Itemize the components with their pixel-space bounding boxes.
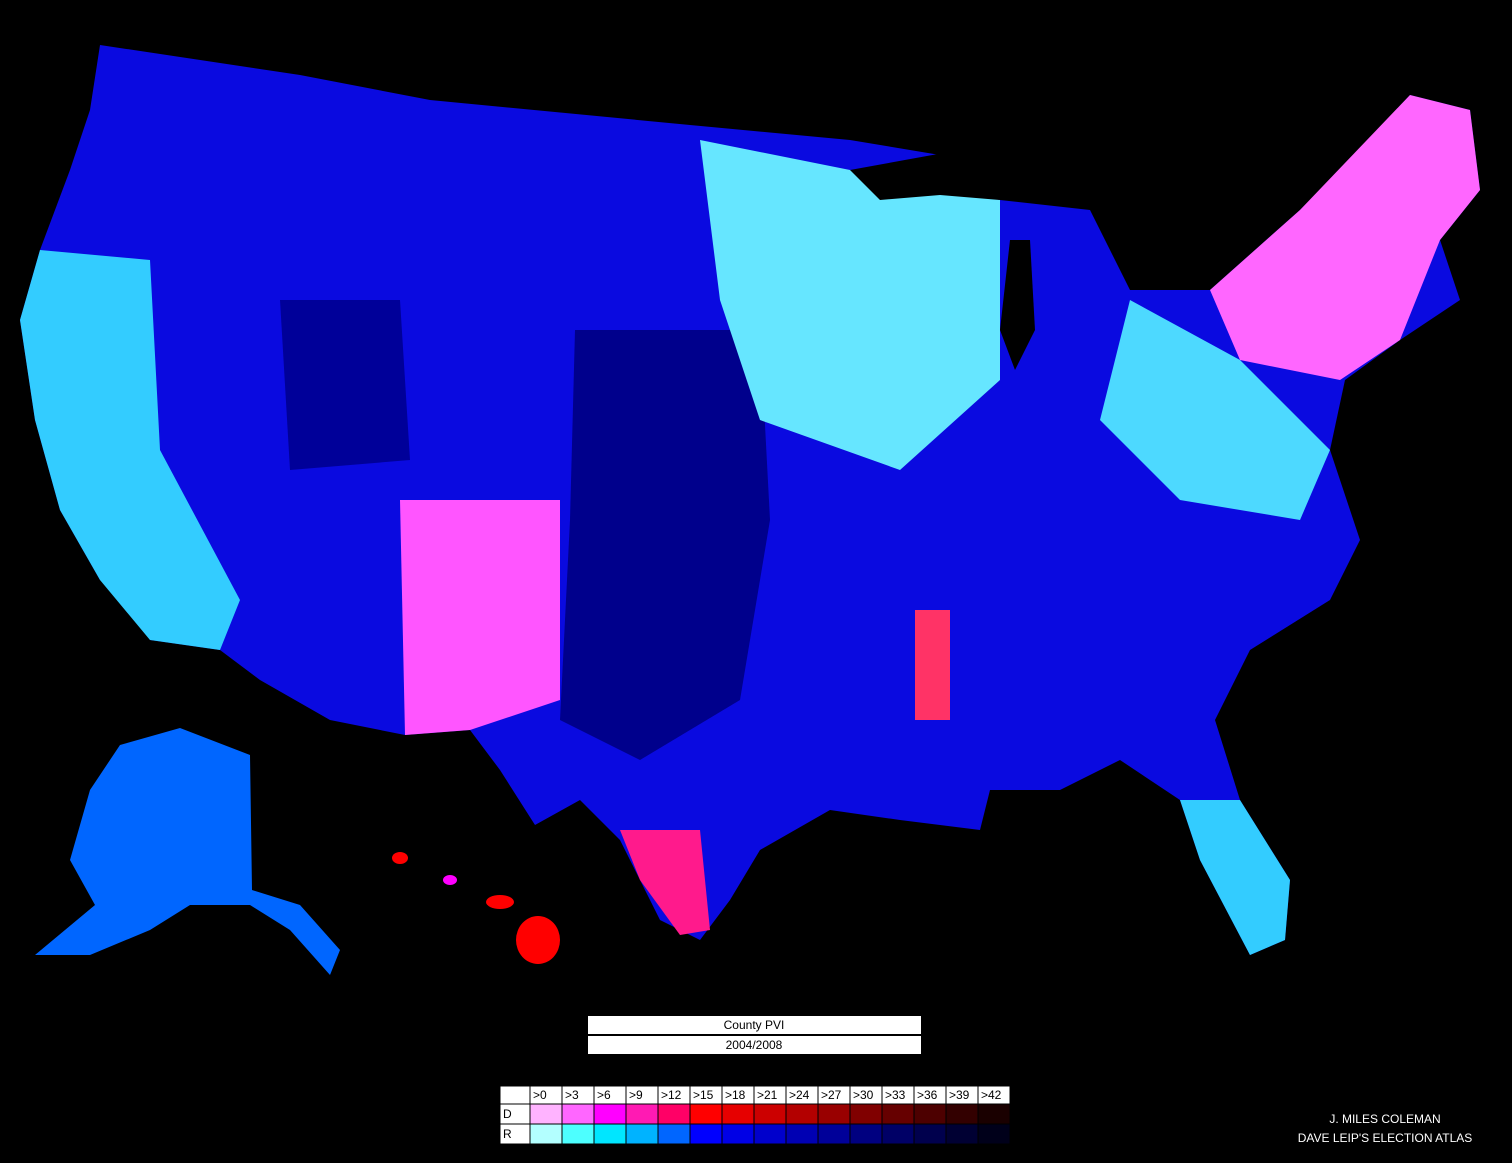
legend-threshold: >0	[533, 1088, 547, 1102]
plains-region	[560, 330, 770, 760]
credit: J. MILES COLEMAN	[1329, 1112, 1440, 1126]
legend-threshold: >24	[789, 1088, 810, 1102]
legend-swatch	[753, 1123, 787, 1145]
hawaii-oahu	[443, 875, 457, 885]
title: County PVI	[724, 1018, 785, 1032]
legend-swatch	[785, 1103, 819, 1125]
northeast-region	[1210, 95, 1480, 380]
appalachia-region	[1100, 300, 1330, 520]
legend-swatch	[625, 1123, 659, 1145]
map-shapes	[20, 45, 1480, 975]
legend-threshold: >33	[885, 1088, 906, 1102]
legend-threshold: >36	[917, 1088, 938, 1102]
legend-row-label: R	[503, 1127, 512, 1141]
lake-superior	[850, 150, 1000, 200]
florida	[1180, 800, 1290, 955]
title-cell	[588, 1016, 921, 1034]
legend-swatch	[945, 1103, 979, 1125]
legend-threshold: >18	[725, 1088, 746, 1102]
legend-swatch	[881, 1123, 915, 1145]
hawaii-kauai	[392, 852, 408, 864]
legend-row-label: D	[503, 1107, 512, 1121]
southwest	[400, 500, 560, 735]
alaska	[35, 728, 340, 975]
legend-swatch	[849, 1103, 883, 1125]
legend-swatch	[785, 1123, 819, 1145]
legend-swatch	[881, 1103, 915, 1125]
legend-swatch	[913, 1123, 947, 1145]
legend-swatch	[593, 1103, 627, 1125]
delta	[915, 610, 950, 720]
legend-threshold: >3	[565, 1088, 579, 1102]
legend-swatch	[561, 1123, 595, 1145]
legend-threshold: >39	[949, 1088, 970, 1102]
legend-swatch	[817, 1123, 851, 1145]
legend-threshold: >30	[853, 1088, 874, 1102]
great-basin	[280, 300, 410, 470]
legend-threshold: >42	[981, 1088, 1002, 1102]
west-coast	[20, 250, 240, 650]
legend-swatch	[913, 1103, 947, 1125]
legend-corner	[499, 1085, 531, 1105]
legend-swatch	[721, 1103, 755, 1125]
rio-grande	[620, 830, 710, 935]
legend-swatch	[817, 1103, 851, 1125]
midwest-region	[700, 140, 1000, 470]
legend-swatch	[657, 1123, 691, 1145]
legend-swatch	[721, 1123, 755, 1145]
legend-threshold: >21	[757, 1088, 778, 1102]
legend-swatch	[753, 1103, 787, 1125]
legend-swatch	[689, 1123, 723, 1145]
legend-swatch	[945, 1123, 979, 1145]
subtitle-cell	[588, 1036, 921, 1054]
legend-threshold: >6	[597, 1088, 611, 1102]
legend-threshold: >12	[661, 1088, 682, 1102]
legend-swatch	[657, 1103, 691, 1125]
legend-swatch	[529, 1103, 563, 1125]
legend-swatch	[529, 1123, 563, 1145]
legend-swatch	[625, 1103, 659, 1125]
legend-swatch	[593, 1123, 627, 1145]
legend-threshold: >15	[693, 1088, 714, 1102]
subtitle: 2004/2008	[726, 1038, 783, 1052]
legend-threshold: >9	[629, 1088, 643, 1102]
legend-swatch	[689, 1103, 723, 1125]
title-box: County PVI 2004/2008	[588, 1016, 921, 1054]
credit: DAVE LEIP'S ELECTION ATLAS	[1298, 1131, 1473, 1145]
legend-threshold: >27	[821, 1088, 842, 1102]
lake-michigan	[1000, 240, 1035, 370]
legend-swatch	[561, 1103, 595, 1125]
hawaii-maui	[486, 895, 514, 909]
legend-swatch	[977, 1123, 1011, 1145]
legend-swatch	[977, 1103, 1011, 1125]
legend-swatch	[849, 1123, 883, 1145]
hawaii-big-island	[516, 916, 560, 964]
legend: >0 >3 >6 >9 >12 >15 >18 >21 >24 >27 >30 >33 >36 >39 >4…	[499, 1085, 1011, 1145]
